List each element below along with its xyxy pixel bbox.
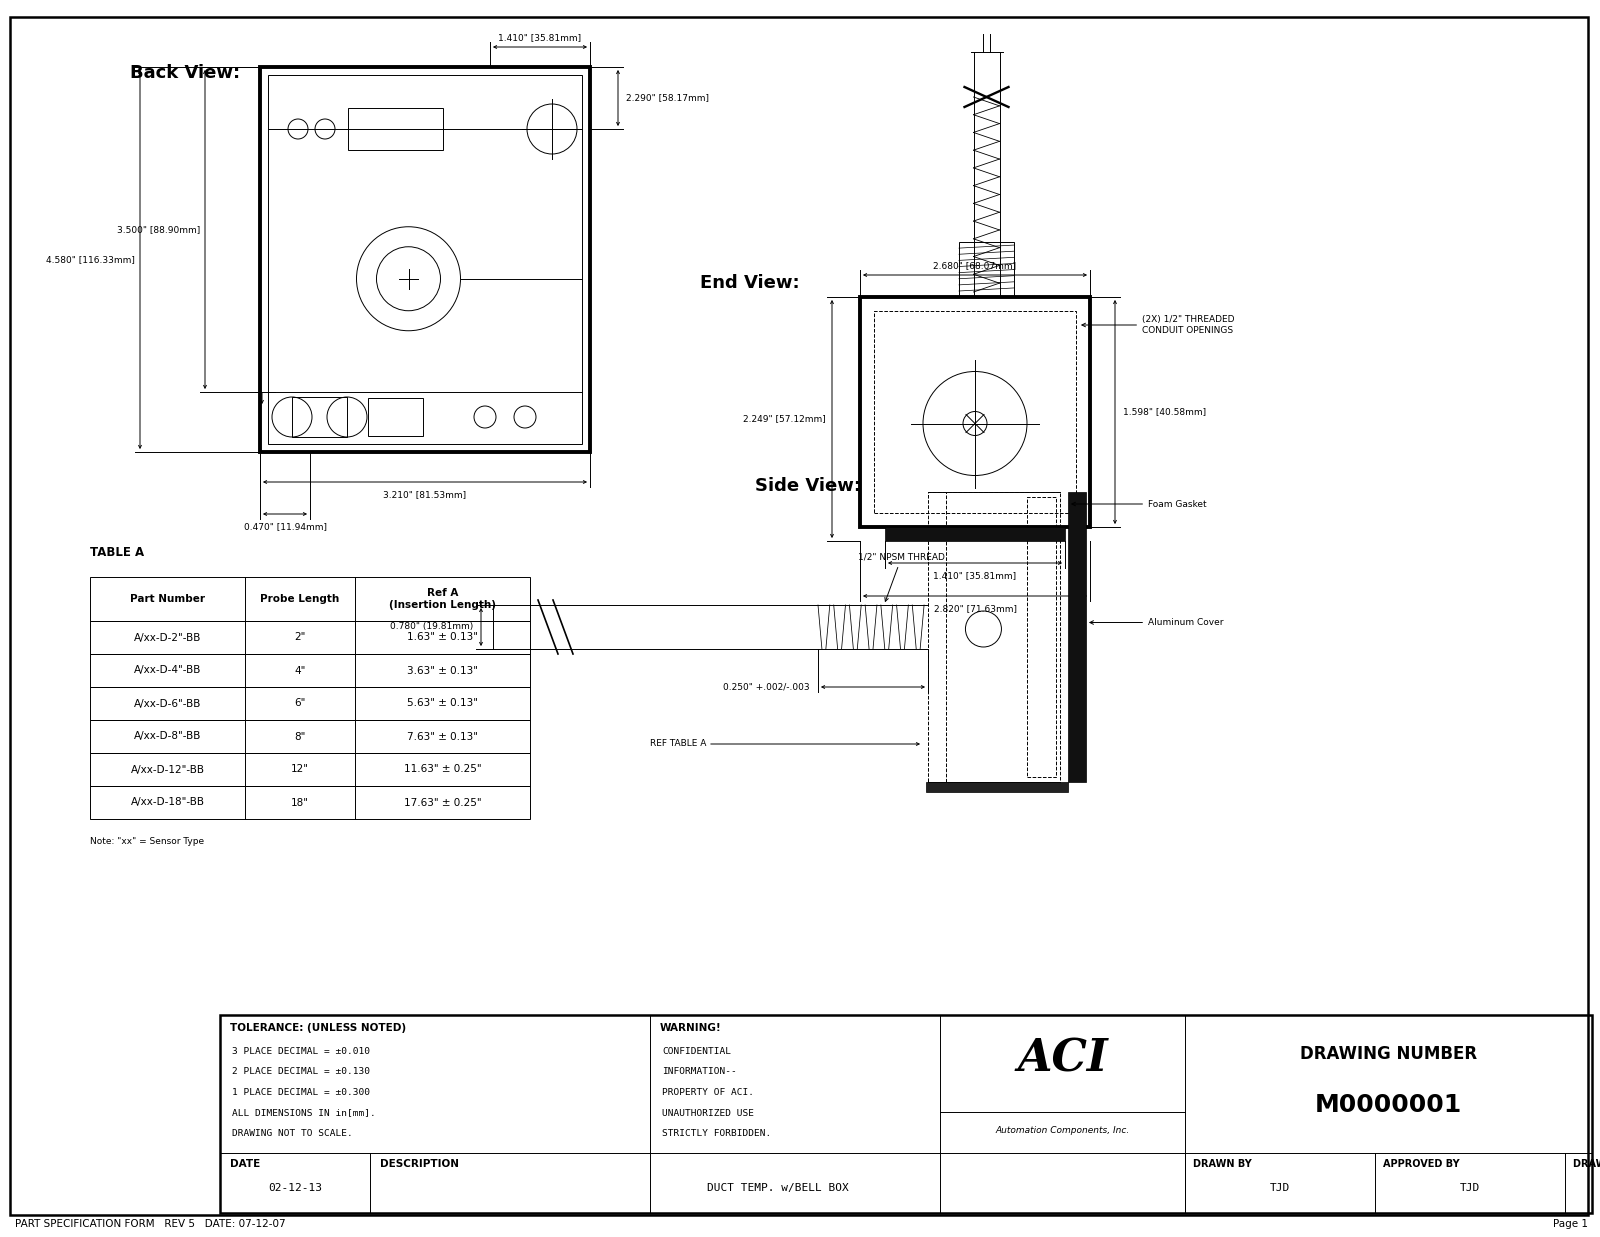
Text: Probe Length: Probe Length — [261, 594, 339, 604]
Text: DATE: DATE — [230, 1159, 261, 1169]
Text: Ref A
(Insertion Length): Ref A (Insertion Length) — [389, 589, 496, 610]
Text: 18": 18" — [291, 798, 309, 808]
Bar — [368, 398, 422, 435]
Text: DESCRIPTION: DESCRIPTION — [381, 1159, 459, 1169]
Text: ACI: ACI — [1018, 1038, 1107, 1081]
Text: Side View:: Side View: — [755, 477, 861, 495]
Bar — [958, 242, 1014, 297]
Text: 0.470" [11.94mm]: 0.470" [11.94mm] — [243, 522, 326, 531]
Text: ALL DIMENSIONS IN in[mm].: ALL DIMENSIONS IN in[mm]. — [232, 1108, 376, 1117]
Bar — [90, 621, 530, 654]
Text: PROPERTY OF ACI.: PROPERTY OF ACI. — [662, 1089, 754, 1097]
Text: Foam Gasket: Foam Gasket — [1072, 500, 1206, 508]
Text: 3.500" [88.90mm]: 3.500" [88.90mm] — [117, 225, 200, 234]
Text: 2": 2" — [294, 632, 306, 642]
Text: WARNING!: WARNING! — [661, 1023, 722, 1033]
Bar — [269, 75, 582, 444]
Text: Aluminum Cover: Aluminum Cover — [1090, 618, 1224, 627]
Text: A/xx-D-6"-BB: A/xx-D-6"-BB — [134, 699, 202, 709]
Text: CONFIDENTIAL: CONFIDENTIAL — [662, 1047, 731, 1056]
Text: A/xx-D-2"-BB: A/xx-D-2"-BB — [134, 632, 202, 642]
Text: 4": 4" — [294, 666, 306, 675]
Text: Automation Components, Inc.: Automation Components, Inc. — [995, 1127, 1130, 1136]
Bar — [861, 297, 1090, 527]
Text: DUCT TEMP. w/BELL BOX: DUCT TEMP. w/BELL BOX — [707, 1183, 848, 1192]
Text: 6": 6" — [294, 699, 306, 709]
Text: 11.63" ± 0.25": 11.63" ± 0.25" — [403, 764, 482, 774]
Text: REF TABLE A: REF TABLE A — [650, 740, 706, 748]
Text: 1.63" ± 0.13": 1.63" ± 0.13" — [406, 632, 478, 642]
Bar — [293, 397, 347, 437]
Text: TJD: TJD — [1270, 1183, 1290, 1192]
Bar — [90, 576, 530, 621]
Text: 7.63" ± 0.13": 7.63" ± 0.13" — [406, 731, 478, 741]
Text: M0000001: M0000001 — [1315, 1092, 1462, 1117]
Text: UNAUTHORIZED USE: UNAUTHORIZED USE — [662, 1108, 754, 1117]
Text: Page 1: Page 1 — [1554, 1218, 1587, 1230]
Text: 17.63" ± 0.25": 17.63" ± 0.25" — [403, 798, 482, 808]
Text: Note: "xx" = Sensor Type: Note: "xx" = Sensor Type — [90, 837, 205, 846]
Text: TABLE A: TABLE A — [90, 546, 144, 559]
Text: A/xx-D-18"-BB: A/xx-D-18"-BB — [131, 798, 205, 808]
Text: 2.820" [71.63mm]: 2.820" [71.63mm] — [933, 604, 1016, 614]
Bar — [926, 782, 1069, 792]
Text: A/xx-D-4"-BB: A/xx-D-4"-BB — [134, 666, 202, 675]
Text: 5.63" ± 0.13": 5.63" ± 0.13" — [406, 699, 478, 709]
Bar — [90, 785, 530, 819]
Text: PART SPECIFICATION FORM   REV 5   DATE: 07-12-07: PART SPECIFICATION FORM REV 5 DATE: 07-1… — [14, 1218, 286, 1230]
Bar — [928, 492, 1059, 782]
Text: 1.410" [35.81mm]: 1.410" [35.81mm] — [933, 571, 1016, 580]
Text: TOLERANCE: (UNLESS NOTED): TOLERANCE: (UNLESS NOTED) — [230, 1023, 406, 1033]
Bar — [90, 720, 530, 753]
Bar — [90, 654, 530, 687]
Text: DRAWING NUMBER: DRAWING NUMBER — [1299, 1044, 1477, 1063]
Text: A/xx-D-12"-BB: A/xx-D-12"-BB — [131, 764, 205, 774]
Text: INFORMATION--: INFORMATION-- — [662, 1068, 736, 1076]
Text: 2 PLACE DECIMAL = ±0.130: 2 PLACE DECIMAL = ±0.130 — [232, 1068, 370, 1076]
Bar — [885, 527, 1066, 541]
Text: End View:: End View: — [701, 275, 800, 292]
Text: TJD: TJD — [1459, 1183, 1480, 1192]
Text: 8": 8" — [294, 731, 306, 741]
Text: 2.290" [58.17mm]: 2.290" [58.17mm] — [626, 94, 709, 103]
Text: A/xx-D-8"-BB: A/xx-D-8"-BB — [134, 731, 202, 741]
Text: STRICTLY FORBIDDEN.: STRICTLY FORBIDDEN. — [662, 1129, 771, 1138]
Text: DRAWING NOT TO SCALE.: DRAWING NOT TO SCALE. — [232, 1129, 352, 1138]
Bar — [1069, 492, 1086, 782]
Text: APPROVED BY: APPROVED BY — [1382, 1159, 1459, 1169]
Bar — [259, 67, 590, 452]
Text: 2.680" [68.07mm]: 2.680" [68.07mm] — [933, 261, 1016, 270]
Text: Part Number: Part Number — [130, 594, 205, 604]
Text: 3.210" [81.53mm]: 3.210" [81.53mm] — [384, 490, 467, 499]
Text: 3.63" ± 0.13": 3.63" ± 0.13" — [406, 666, 478, 675]
Text: 3 PLACE DECIMAL = ±0.010: 3 PLACE DECIMAL = ±0.010 — [232, 1047, 370, 1056]
Text: 0.250" +.002/-.003: 0.250" +.002/-.003 — [723, 683, 810, 691]
Text: 1/2" NPSM THREAD: 1/2" NPSM THREAD — [858, 553, 946, 601]
Text: DRAWING NUMBER: DRAWING NUMBER — [1573, 1159, 1600, 1169]
Bar — [349, 108, 443, 150]
Text: 1 PLACE DECIMAL = ±0.300: 1 PLACE DECIMAL = ±0.300 — [232, 1089, 370, 1097]
Text: 1.598" [40.58mm]: 1.598" [40.58mm] — [1123, 407, 1206, 417]
Text: 1.410" [35.81mm]: 1.410" [35.81mm] — [499, 33, 581, 42]
Bar — [874, 310, 1075, 513]
Text: (2X) 1/2" THREADED
CONDUIT OPENINGS: (2X) 1/2" THREADED CONDUIT OPENINGS — [1082, 315, 1235, 335]
Text: 02-12-13: 02-12-13 — [269, 1183, 322, 1192]
Text: DRAWN BY: DRAWN BY — [1194, 1159, 1251, 1169]
Text: Back View:: Back View: — [130, 64, 240, 82]
Text: 2.249" [57.12mm]: 2.249" [57.12mm] — [744, 414, 826, 423]
Text: 12": 12" — [291, 764, 309, 774]
Bar — [221, 1016, 1592, 1213]
Bar — [90, 687, 530, 720]
Text: 4.580" [116.33mm]: 4.580" [116.33mm] — [46, 255, 134, 263]
Bar — [90, 753, 530, 785]
Text: 0.780" (19.81mm): 0.780" (19.81mm) — [390, 622, 474, 632]
Bar — [1027, 497, 1056, 777]
